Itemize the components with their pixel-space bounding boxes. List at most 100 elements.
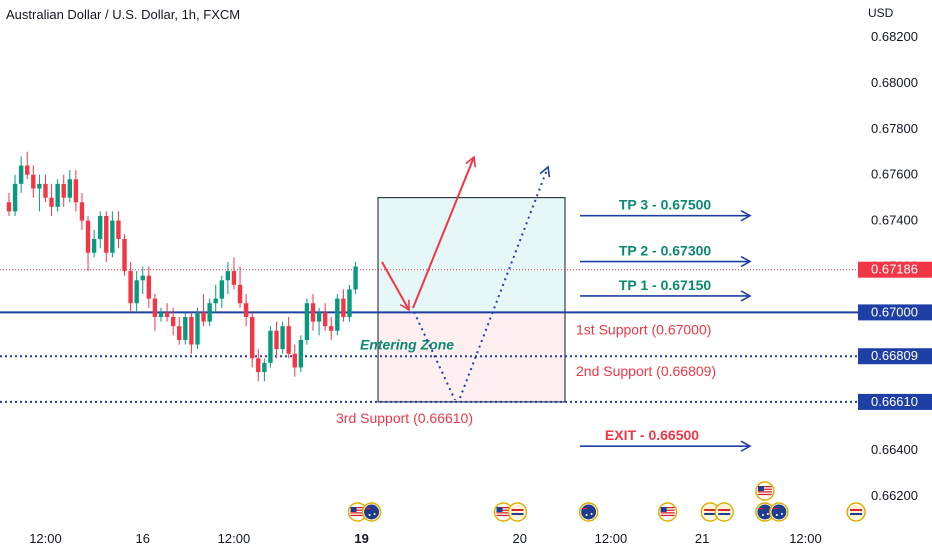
candle-body — [256, 358, 261, 373]
support-label: 3rd Support (0.66610) — [336, 410, 473, 426]
candle — [329, 316, 334, 340]
candle — [243, 294, 249, 327]
candle — [61, 174, 66, 207]
candle — [134, 271, 139, 313]
candle — [225, 261, 231, 295]
au-flag-icon[interactable] — [578, 502, 599, 522]
candle — [268, 326, 273, 368]
candle-body — [231, 271, 237, 285]
event-flags[interactable] — [347, 481, 866, 522]
au-flag-icon[interactable] — [755, 502, 775, 522]
x-tick-label: 16 — [136, 531, 150, 546]
y-tick-label: 0.67600 — [871, 167, 918, 182]
candle — [18, 156, 24, 194]
au-flag-icon[interactable] — [361, 502, 382, 522]
eu-flag-icon[interactable] — [846, 502, 866, 522]
price-badge — [858, 393, 932, 410]
eu-flag-icon[interactable] — [507, 502, 528, 522]
entering-zone-label: Entering Zone — [360, 336, 454, 352]
candle — [183, 312, 188, 345]
y-tick-label: 0.67400 — [871, 213, 918, 228]
candle — [67, 170, 72, 203]
candle — [49, 183, 54, 217]
candle — [104, 211, 109, 262]
candle-body — [55, 183, 60, 207]
candle-body — [104, 216, 109, 253]
candle — [110, 211, 115, 258]
us-flag-icon[interactable] — [755, 481, 775, 501]
candle — [79, 193, 85, 230]
candle-body — [25, 165, 30, 175]
candle-body — [91, 238, 97, 253]
eu-flag-icon[interactable] — [714, 502, 734, 522]
candle-body — [207, 303, 212, 322]
x-tick-label: 12:00 — [789, 531, 822, 546]
x-tick-label: 12:00 — [218, 531, 251, 546]
candle-body — [146, 275, 152, 299]
candle-body — [201, 312, 206, 322]
candle — [140, 266, 145, 295]
candle-body — [280, 326, 285, 350]
candle — [298, 335, 304, 373]
candle-body — [170, 316, 176, 327]
candle-body — [43, 183, 48, 198]
us-flag-icon[interactable] — [657, 502, 678, 522]
candle — [170, 307, 176, 336]
us-flag-icon[interactable] — [347, 502, 368, 522]
candle-body — [262, 362, 267, 373]
candle-body — [177, 326, 182, 340]
candle-body — [110, 220, 115, 253]
au-flag-icon[interactable] — [769, 502, 789, 522]
candle-body — [49, 197, 54, 207]
candle-body — [134, 280, 139, 304]
candle-body — [322, 312, 328, 327]
candle — [322, 303, 328, 331]
candle-body — [213, 298, 218, 304]
candle — [274, 321, 279, 359]
candle-body — [329, 326, 334, 331]
price-badge — [858, 304, 932, 321]
candle — [37, 174, 42, 212]
candle — [91, 229, 97, 258]
candle-body — [250, 316, 255, 359]
candle-body — [73, 179, 79, 203]
candle — [158, 307, 164, 322]
x-tick-label: 19 — [354, 531, 368, 546]
candle-body — [268, 330, 273, 363]
candle — [55, 179, 60, 212]
price-axis[interactable]: 0.682000.680000.678000.676000.674000.672… — [858, 29, 932, 503]
candle-body — [195, 312, 200, 345]
candle — [116, 211, 121, 249]
candle — [146, 266, 152, 308]
candle — [213, 284, 218, 313]
candle-body — [140, 275, 145, 281]
candle — [201, 294, 206, 327]
x-tick-label: 12:00 — [595, 531, 628, 546]
us-flag-icon[interactable] — [493, 502, 514, 522]
candle — [335, 294, 340, 336]
candle — [316, 307, 322, 336]
price-badge-label: 0.66610 — [871, 394, 918, 409]
candle-body — [12, 183, 18, 212]
target-label: TP 3 - 0.67500 — [619, 197, 712, 213]
candle-body — [98, 216, 103, 239]
candle-body — [219, 280, 224, 299]
candle — [280, 321, 285, 354]
candle-body — [158, 312, 164, 317]
candle — [6, 193, 12, 217]
candle — [231, 257, 237, 290]
candle — [237, 266, 243, 308]
candle-body — [341, 298, 346, 317]
candle — [122, 234, 127, 276]
candle-body — [347, 289, 352, 317]
candle — [12, 174, 18, 217]
time-axis[interactable]: 12:00 16 12:00 19 20 12:00 21 12:00 — [29, 531, 822, 546]
x-tick-label: 12:00 — [29, 531, 62, 546]
price-badge-label: 0.66809 — [871, 348, 918, 363]
candle — [177, 316, 182, 345]
candle-body — [335, 298, 340, 331]
candle-body — [304, 303, 310, 340]
candle — [43, 174, 48, 203]
candle — [164, 303, 170, 322]
